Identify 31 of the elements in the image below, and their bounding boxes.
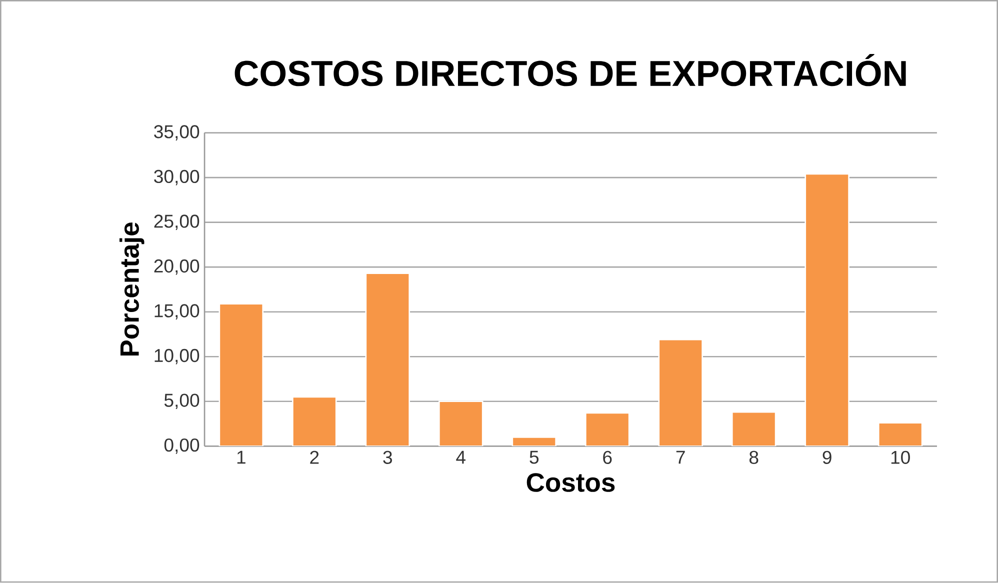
- y-tick-label: 35,00: [154, 125, 200, 141]
- y-tick-label: 20,00: [154, 260, 200, 275]
- chart-title: COSTOS DIRECTOS DE EXPORTACIÓN: [234, 54, 906, 86]
- x-tick-label: 3: [383, 450, 392, 464]
- x-tick-label: 4: [456, 450, 466, 464]
- x-tick-label: 7: [676, 450, 685, 464]
- y-tick-label: 5,00: [164, 394, 200, 410]
- x-tick-label: 1: [237, 450, 246, 464]
- y-tick-label: 30,00: [154, 170, 200, 186]
- bar: [731, 412, 776, 446]
- bar: [438, 400, 484, 446]
- x-tick-label: 9: [822, 450, 832, 464]
- bar: [804, 173, 850, 446]
- y-tick-label: 25,00: [154, 214, 200, 230]
- y-tick-label: 15,00: [154, 304, 200, 320]
- x-tick-label: 10: [891, 450, 910, 464]
- x-axis-title: Costos: [526, 473, 615, 492]
- bar: [218, 303, 264, 446]
- bar: [292, 396, 337, 446]
- x-tick-label: 5: [530, 450, 539, 464]
- y-axis-title: Porcentaje: [120, 222, 144, 356]
- bar: [658, 339, 703, 446]
- x-tick-label: 6: [603, 450, 612, 464]
- bar: [365, 272, 410, 446]
- bar: [584, 412, 630, 446]
- x-tick-label: 2: [310, 450, 319, 464]
- bar: [878, 422, 923, 446]
- y-tick-label: 10,00: [154, 349, 200, 364]
- x-tick-label: 8: [749, 450, 758, 464]
- bar: [512, 436, 556, 446]
- y-tick-label: 0,00: [164, 438, 200, 454]
